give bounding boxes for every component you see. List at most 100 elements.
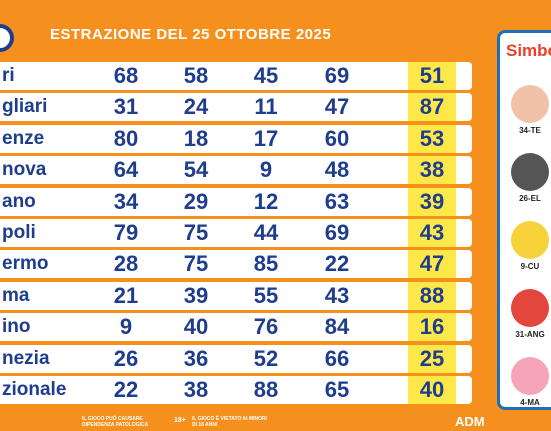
- drawn-number: 69: [324, 219, 350, 245]
- drawn-number: 26: [113, 345, 139, 371]
- drawn-number: 21: [113, 282, 139, 308]
- symbol: 34-TE: [500, 85, 551, 135]
- city-name: poli: [2, 221, 36, 243]
- city-name: ri: [2, 65, 15, 86]
- symbol-icon: [511, 357, 549, 395]
- footer-warning: IL GIOCO PUÒ CAUSARE DIPENDENZA PATOLOGI…: [82, 416, 149, 428]
- bonus-number: 39: [408, 187, 456, 216]
- bonus-number: 16: [408, 313, 456, 342]
- symbol: 31-ANG: [500, 289, 551, 339]
- city-name: ma: [2, 284, 30, 306]
- bonus-number: 25: [408, 344, 456, 373]
- symbol-label: 26-EL: [519, 194, 541, 203]
- bonus-number: 38: [408, 156, 456, 185]
- symbol-label: 4-MA: [520, 398, 540, 407]
- drawn-number: 63: [324, 188, 350, 214]
- drawn-number: 55: [253, 282, 279, 308]
- results-table: ri 68 58 45 69 51 gliari 31 24 11 47 87 enze 80 18 17 60…: [0, 62, 472, 407]
- table-row: gliari 31 24 11 47 87: [0, 93, 472, 122]
- drawn-number: 48: [324, 157, 350, 183]
- symbol: 4-MA: [500, 357, 551, 407]
- drawn-number: 68: [113, 63, 139, 88]
- drawn-number: 39: [183, 282, 209, 308]
- city-name: nova: [2, 159, 47, 181]
- drawn-number: 45: [253, 63, 279, 88]
- city-name: ermo: [2, 253, 49, 275]
- table-row: poli 79 75 44 69 43: [0, 218, 472, 247]
- drawn-number: 69: [324, 63, 350, 88]
- drawn-number: 24: [183, 94, 209, 120]
- table-row: nova 64 54 9 48 38: [0, 156, 472, 185]
- drawn-number: 43: [324, 282, 350, 308]
- table-row: zionale 22 38 88 65 40: [0, 375, 472, 404]
- drawn-number: 31: [113, 94, 139, 120]
- bonus-number: 40: [408, 375, 456, 404]
- city-name: nezia: [2, 347, 50, 369]
- symbol-label: 34-TE: [519, 126, 541, 135]
- drawn-number: 36: [183, 345, 209, 371]
- drawn-number: 22: [113, 376, 139, 402]
- symbols-panel: Simbo 34-TE 26-EL 9-CU 31-ANG 4-MA: [497, 30, 551, 410]
- drawn-number: 88: [253, 376, 279, 402]
- drawn-number: 54: [183, 157, 209, 183]
- bonus-number: 43: [408, 218, 456, 247]
- drawn-number: 76: [253, 314, 279, 340]
- city-name: enze: [2, 127, 45, 149]
- footer: IL GIOCO PUÒ CAUSARE DIPENDENZA PATOLOGI…: [0, 412, 551, 431]
- drawn-number: 9: [119, 314, 133, 340]
- table-row: nezia 26 36 52 66 25: [0, 344, 472, 373]
- drawn-number: 52: [253, 345, 279, 371]
- city-name: ano: [2, 190, 36, 212]
- bonus-number: 51: [408, 62, 456, 90]
- panel-title: Simbo: [506, 41, 551, 60]
- symbol-icon: [511, 85, 549, 123]
- drawn-number: 84: [324, 314, 350, 340]
- city-name: gliari: [2, 96, 48, 118]
- title: ESTRAZIONE DEL 25 OTTOBRE 2025: [50, 26, 332, 43]
- drawn-number: 65: [324, 376, 350, 402]
- drawn-number: 9: [259, 157, 273, 183]
- drawn-number: 47: [324, 94, 350, 120]
- symbol: 26-EL: [500, 153, 551, 203]
- drawn-number: 28: [113, 251, 139, 277]
- symbol-label: 31-ANG: [515, 330, 545, 339]
- footer-brand: ADM: [455, 414, 485, 429]
- drawn-number: 60: [324, 125, 350, 151]
- drawn-number: 12: [253, 188, 279, 214]
- footer-minors: IL GIOCO È VIETATO AI MINORI DI 18 ANNI: [192, 416, 268, 428]
- drawn-number: 44: [253, 219, 279, 245]
- bonus-number: 88: [408, 281, 456, 310]
- table-row: ano 34 29 12 63 39: [0, 187, 472, 216]
- bonus-number: 87: [408, 93, 456, 122]
- drawn-number: 29: [183, 188, 209, 214]
- table-row: ma 21 39 55 43 88: [0, 281, 472, 310]
- table-row: ermo 28 75 85 22 47: [0, 250, 472, 279]
- drawn-number: 75: [183, 219, 209, 245]
- drawn-number: 17: [253, 125, 279, 151]
- symbol-label: 9-CU: [520, 262, 540, 271]
- drawn-number: 22: [324, 251, 350, 277]
- symbol-icon: [511, 153, 549, 191]
- drawn-number: 34: [113, 188, 139, 214]
- drawn-number: 58: [183, 63, 209, 88]
- table-row: enze 80 18 17 60 53: [0, 124, 472, 153]
- drawn-number: 66: [324, 345, 350, 371]
- drawn-number: 79: [113, 219, 139, 245]
- bonus-number: 53: [408, 124, 456, 153]
- city-name: zionale: [2, 378, 67, 400]
- drawn-number: 75: [183, 251, 209, 277]
- drawn-number: 85: [253, 251, 279, 277]
- table-row: ino 9 40 76 84 16: [0, 313, 472, 342]
- symbol-icon: [511, 221, 549, 259]
- drawn-number: 80: [113, 125, 139, 151]
- drawn-number: 11: [254, 94, 278, 120]
- drawn-number: 38: [183, 376, 209, 402]
- table-row: ri 68 58 45 69 51: [0, 62, 472, 90]
- drawn-number: 64: [113, 157, 139, 183]
- city-name: ino: [2, 316, 31, 338]
- drawn-number: 18: [183, 125, 209, 151]
- footer-age: 18+: [174, 417, 186, 424]
- drawn-number: 40: [183, 314, 209, 340]
- bonus-number: 47: [408, 250, 456, 279]
